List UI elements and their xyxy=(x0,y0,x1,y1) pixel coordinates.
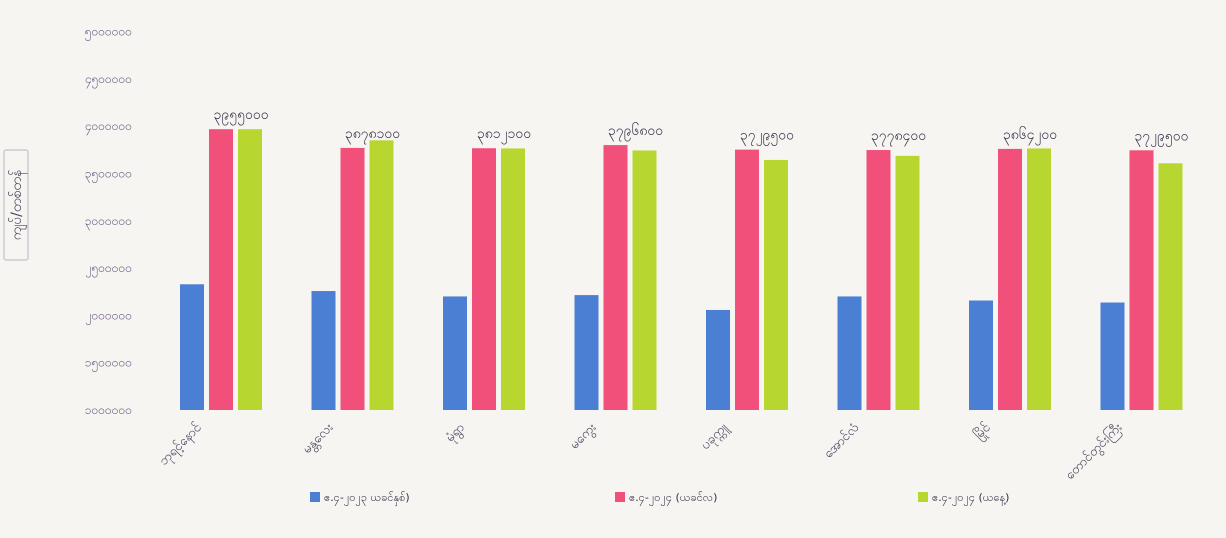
category-labels-group: ဘုရင့်နောင် မန္တလေး မုံရွာ မကွေး ပခုက္ကူ အောင… xyxy=(156,418,1127,484)
category-label: အောင်လံ xyxy=(820,420,862,462)
legend-swatch-1 xyxy=(310,492,320,502)
legend-label-2: ဧ.၄-၂၀၂၄ (ယခင်လ) xyxy=(629,491,717,506)
data-label: ၃၇၂၉၅၀၀ xyxy=(1134,128,1188,146)
bar-series-1-3 xyxy=(443,296,467,410)
bar-series-2-6 xyxy=(866,150,891,410)
bar-series-1-4 xyxy=(574,295,599,410)
bar-series-2-2 xyxy=(340,147,365,411)
data-label: ၃၇၉၆၈၀၀ xyxy=(608,123,663,141)
y-axis-ticks: ၁၀၀၀၀၀၀ ၁၅၀၀၀၀၀ ၂၀၀၀၀၀၀ ၂၅၀၀၀၀၀ ၃၀၀၀၀၀၀ ၃၅၀၀၀… xyxy=(85,25,132,417)
bar-series-2-1 xyxy=(209,129,233,410)
bar-series-1-2 xyxy=(311,291,336,410)
bar-series-1-8 xyxy=(1100,302,1125,410)
bar-series-1-1 xyxy=(180,284,204,410)
category-label: ဘုရင့်နောင် xyxy=(156,419,207,470)
data-label: ၃၈၆၄၂၀၀ xyxy=(1003,127,1057,145)
data-label: ၃၈၇၈၁၀၀ xyxy=(345,126,400,144)
legend-label-3: ဧ.၄-၂၀၂၄ (ယနေ့) xyxy=(932,491,1009,506)
bar-series-1-5 xyxy=(706,309,730,410)
y-tick-label: ၅၀၀၀၀၀၀ xyxy=(85,25,132,42)
bar-series-3-6 xyxy=(895,155,920,410)
category-label: ပခုက္ကူ xyxy=(698,420,732,454)
category-label: မန္တလေး xyxy=(300,420,338,458)
bar-series-3-3 xyxy=(501,148,525,410)
y-tick-label: ၂၅၀၀၀၀၀ xyxy=(86,261,132,278)
y-axis-title-box xyxy=(3,149,29,261)
bar-series-3-7 xyxy=(1027,148,1051,410)
bar-series-1-6 xyxy=(837,296,862,410)
y-tick-label: ၄၀၀၀၀၀၀ xyxy=(85,119,132,136)
legend-swatch-3 xyxy=(918,492,928,502)
bar-series-3-2 xyxy=(369,140,394,410)
bar-series-2-3 xyxy=(472,148,496,410)
y-tick-label: ၁၅၀၀၀၀၀ xyxy=(85,356,132,373)
data-label: ၃၈၁၂၁၀၀ xyxy=(477,126,531,144)
bar-series-3-4 xyxy=(632,150,657,410)
y-tick-label: ၂၀၀၀၀၀၀ xyxy=(86,308,132,325)
bars-group xyxy=(180,129,1183,411)
legend: ဧ.၄-၂၀၂၃ ယခင်နှစ်) ဧ.၄-၂၀၂၄ (ယခင်လ) ဧ.၄-၂၀… xyxy=(310,491,1009,506)
y-tick-label: ၄၅၀၀၀၀၀ xyxy=(85,72,132,89)
bar-series-2-4 xyxy=(603,145,628,410)
bar-series-3-8 xyxy=(1158,163,1183,410)
bar-series-1-7 xyxy=(969,300,993,410)
bar-series-2-7 xyxy=(998,148,1022,410)
y-tick-label: ၃၀၀၀၀၀၀ xyxy=(85,214,132,231)
y-axis-title: ကျပ်/တစ်တန် xyxy=(9,170,27,241)
legend-label-1: ဧ.၄-၂၀၂၃ ယခင်နှစ်) xyxy=(324,491,410,506)
y-tick-label: ၁၀၀၀၀၀၀ xyxy=(85,403,132,417)
data-label: ၃၉၅၅၀၀၀ xyxy=(213,107,268,125)
bar-series-2-8 xyxy=(1129,150,1154,411)
category-label: မုံရွာ xyxy=(443,420,469,446)
legend-swatch-2 xyxy=(615,492,625,502)
category-label: မကွေး xyxy=(567,420,601,454)
data-label: ၃၇၂၉၅၀၀ xyxy=(740,128,794,146)
bar-series-3-1 xyxy=(238,129,262,410)
data-label: ၃၇၇၈၄၀၀ xyxy=(871,128,926,146)
y-axis-title-group: ကျပ်/တစ်တန် xyxy=(3,149,29,261)
bar-series-2-5 xyxy=(735,149,759,410)
y-tick-label: ၃၅၀၀၀၀၀ xyxy=(85,166,132,183)
category-label: တောင်တွင်းကြီး xyxy=(1061,419,1127,485)
category-label: မြိုင် xyxy=(970,418,996,444)
bar-series-3-5 xyxy=(764,159,788,410)
